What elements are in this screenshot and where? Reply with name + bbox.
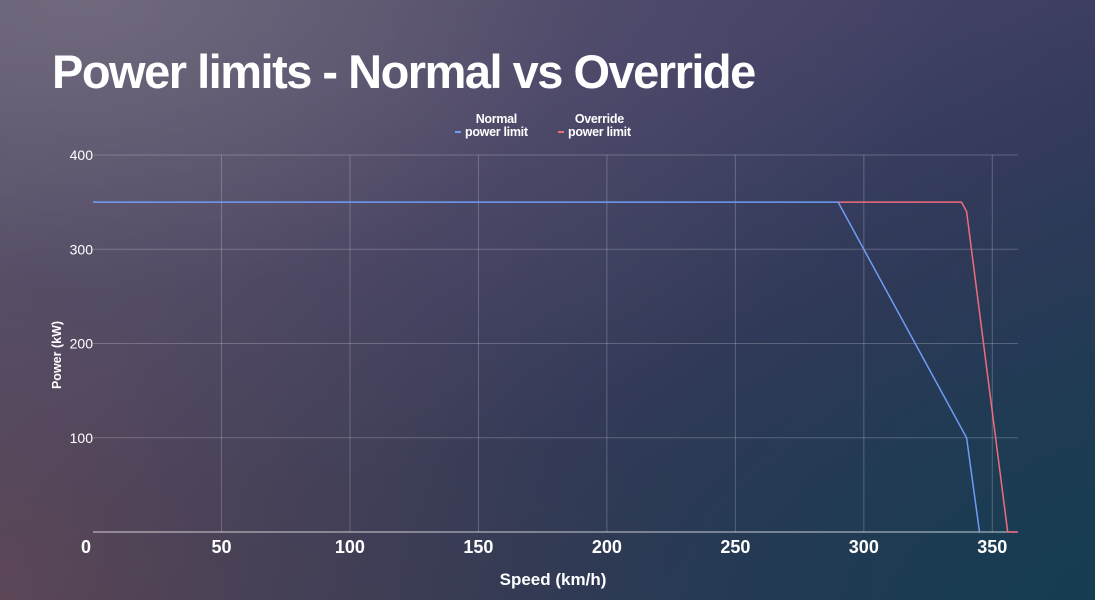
- y-tick-label-300: 300: [70, 241, 94, 257]
- x-tick-label-300: 300: [849, 537, 879, 557]
- y-tick-label-400: 400: [70, 147, 94, 163]
- x-tick-label-350: 350: [977, 537, 1007, 557]
- y-tick-label-100: 100: [70, 430, 94, 446]
- x-tick-label-50: 50: [211, 537, 231, 557]
- legend-swatch-override: [558, 131, 564, 133]
- grid-lines: [93, 154, 1018, 533]
- y-tick-label-200: 200: [70, 336, 94, 352]
- axis-ticks: 100 200 300 400 0 50 100 150 200 250 300 350: [70, 147, 1008, 557]
- legend-swatch-normal: [455, 131, 461, 133]
- legend-label-normal: Normal power limit: [465, 112, 528, 139]
- x-axis-label: Speed (km/h): [500, 570, 607, 589]
- x-tick-label-150: 150: [463, 537, 493, 557]
- x-tick-label-0: 0: [81, 537, 91, 557]
- legend-item-override[interactable]: Override power limit: [558, 113, 631, 139]
- series-line-0: [93, 201, 981, 533]
- legend: Normal power limit Override power limit: [0, 113, 1095, 143]
- x-tick-label-250: 250: [720, 537, 750, 557]
- y-axis-label: Power (kW): [50, 321, 64, 389]
- series-line-1: [838, 201, 1018, 533]
- x-tick-label-100: 100: [335, 537, 365, 557]
- chart-title: Power limits - Normal vs Override: [52, 45, 756, 98]
- x-tick-label-200: 200: [592, 537, 622, 557]
- legend-label-override: Override power limit: [568, 112, 631, 139]
- series-lines: [93, 201, 1018, 533]
- legend-item-normal[interactable]: Normal power limit: [455, 113, 528, 139]
